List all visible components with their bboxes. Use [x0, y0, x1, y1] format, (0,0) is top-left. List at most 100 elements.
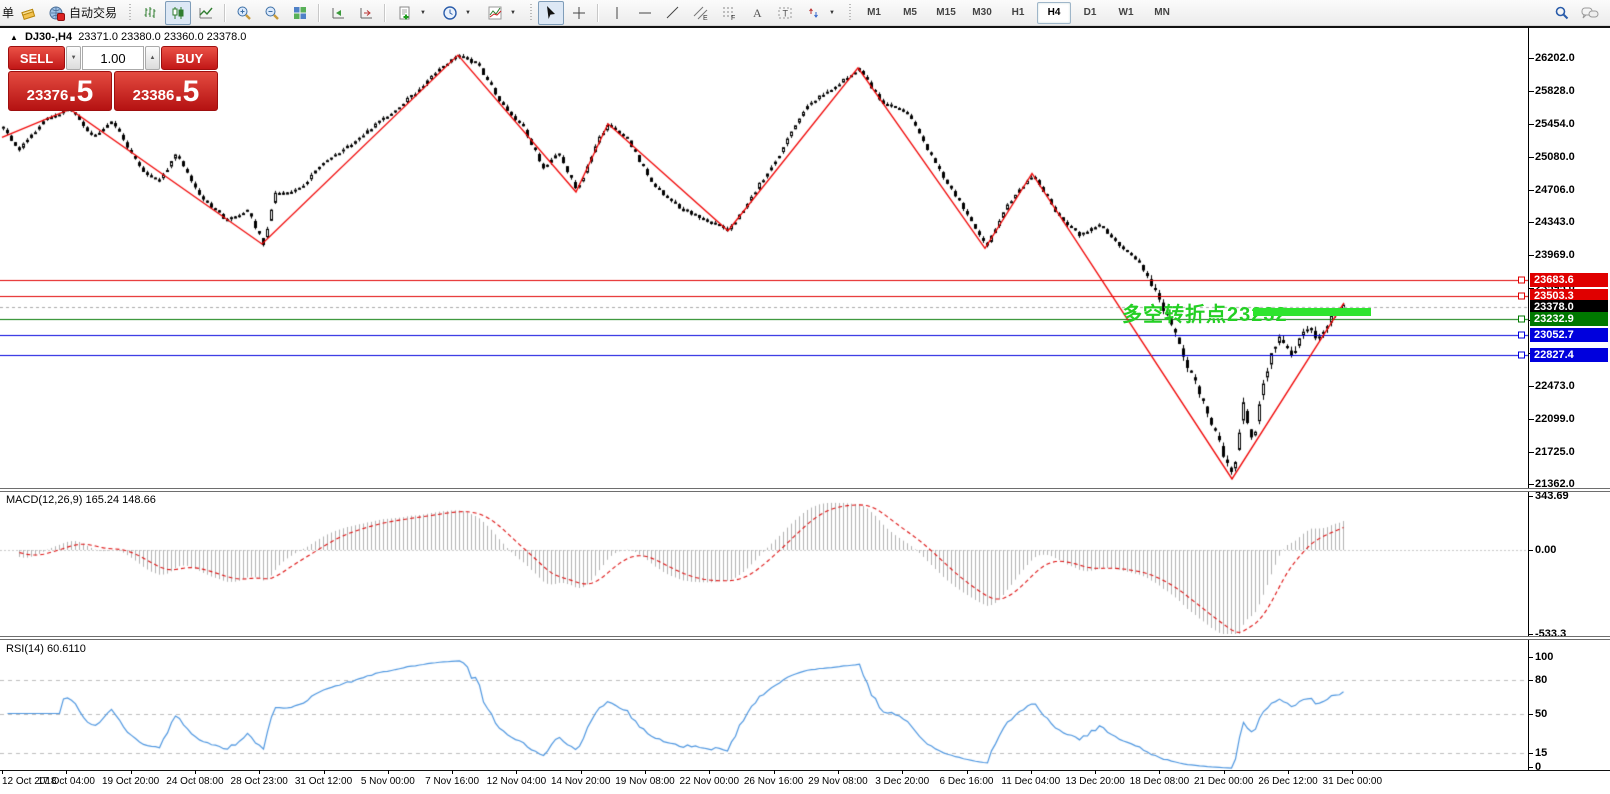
price-axis-line [1528, 28, 1529, 770]
sell-price-button[interactable]: 23376 .5 [8, 71, 112, 111]
svg-text:T: T [783, 8, 789, 18]
toolbar-grip[interactable] [848, 3, 853, 22]
buy-price-button[interactable]: 23386 .5 [114, 71, 218, 111]
svg-text:A: A [753, 6, 762, 20]
timeframe-h4[interactable]: H4 [1037, 1, 1072, 24]
pivot-annotation-text[interactable]: 多空转折点23232 [1122, 304, 1288, 326]
timeframe-mn[interactable]: MN [1154, 7, 1170, 18]
price-tick-mark [1528, 254, 1534, 256]
sell-price-pips: .5 [68, 75, 94, 108]
time-tick-label: 14 Nov 20:00 [550, 776, 611, 787]
timeframe-d1[interactable]: D1 [1083, 7, 1097, 18]
main-chart-canvas[interactable] [0, 28, 1528, 488]
zoom-out-button[interactable] [259, 1, 285, 25]
tile-windows-button[interactable] [287, 1, 313, 25]
timeframe-m15[interactable]: M15 [936, 7, 956, 18]
timeframe-m1[interactable]: M1 [867, 7, 881, 18]
toolbar-separator [384, 3, 387, 22]
timeframe-m5[interactable]: M5 [903, 7, 917, 18]
rsi-tick-label: 0 [1535, 761, 1542, 773]
buy-price-main: 23386 [132, 87, 175, 104]
price-tick-label: 25828.0 [1535, 84, 1575, 97]
new-order-caret-icon[interactable]: ▼ [420, 9, 426, 16]
time-tick-mark [194, 770, 196, 774]
cursor-button[interactable] [538, 0, 565, 25]
toolbar-grip[interactable] [529, 3, 534, 22]
time-tick-mark [516, 770, 518, 774]
trade-book-icon[interactable] [15, 1, 41, 25]
chart-title: ▲ DJ30-,H4 23371.0 23380.0 23360.0 23378… [10, 31, 246, 43]
pane-separator-macd[interactable] [0, 488, 1610, 492]
timeframe-h1[interactable]: H1 [1011, 7, 1025, 18]
time-tick-mark [580, 770, 582, 774]
partial-order-button[interactable]: 单 [2, 6, 15, 20]
trendline-button[interactable] [660, 1, 686, 25]
chat-icon[interactable] [1577, 1, 1603, 25]
sell-button[interactable]: SELL [8, 46, 66, 70]
crosshair-button[interactable] [566, 1, 592, 25]
toolbar-separator [224, 3, 227, 22]
timeframe-w1[interactable]: W1 [1118, 7, 1134, 18]
autotrade-button[interactable]: 自动交易 [43, 1, 123, 25]
time-tick-mark [323, 770, 325, 774]
time-tick-label: 21 Dec 00:00 [1193, 776, 1254, 787]
toolbar-grip[interactable] [128, 3, 133, 22]
fibonacci-button[interactable]: F [716, 1, 742, 25]
period-clock-button[interactable]: ▼ [436, 1, 479, 25]
macd-label: MACD(12,26,9) 165.24 148.66 [6, 494, 156, 506]
chart-shift-button[interactable] [353, 1, 379, 25]
bar-chart-button[interactable] [137, 1, 163, 25]
time-tick-label: 7 Nov 16:00 [425, 776, 480, 787]
price-tag: 23232.9 [1530, 312, 1608, 327]
volume-input[interactable] [82, 46, 144, 70]
equidistant-channel-button[interactable]: E [688, 1, 714, 25]
level-end-marker[interactable] [1518, 276, 1525, 284]
rsi-tick-mark [1528, 753, 1533, 754]
time-tick-label: 19 Nov 08:00 [615, 776, 675, 787]
pane-separator-rsi[interactable] [0, 636, 1610, 640]
price-tick-label: 25454.0 [1535, 117, 1575, 130]
level-end-marker[interactable] [1518, 315, 1525, 323]
indicators-caret-icon[interactable]: ▼ [510, 9, 516, 16]
period-caret-icon[interactable]: ▼ [465, 9, 471, 16]
time-tick-label: 19 Oct 20:00 [101, 776, 160, 787]
rsi-canvas[interactable] [0, 640, 1528, 770]
indicators-button[interactable]: ▼ [481, 1, 524, 25]
channel-E-glyph: E [703, 15, 708, 21]
pivot-highlight-bar[interactable] [1253, 308, 1371, 316]
macd-tick-mark [1528, 633, 1533, 635]
volume-decrement-button[interactable]: ▼ [66, 46, 81, 70]
timeframe-m30[interactable]: M30 [972, 7, 992, 18]
auto-scroll-button[interactable] [325, 1, 351, 25]
line-chart-button[interactable] [193, 1, 219, 25]
time-tick-label: 12 Nov 04:00 [486, 776, 547, 787]
price-tick-label: 24706.0 [1535, 183, 1575, 196]
text-button[interactable]: A [744, 1, 770, 25]
search-icon[interactable] [1549, 1, 1575, 25]
level-end-marker[interactable] [1518, 331, 1525, 339]
one-click-trading-panel: SELL ▼ ▲ BUY 23376 .5 23386 .5 [8, 46, 218, 111]
arrows-button[interactable]: ▼ [800, 1, 843, 25]
level-end-marker[interactable] [1518, 351, 1525, 359]
zoom-in-button[interactable] [231, 1, 257, 25]
time-tick-mark [1223, 770, 1225, 774]
rsi-tick-mark [1528, 767, 1533, 768]
vertical-line-button[interactable] [604, 1, 630, 25]
buy-button[interactable]: BUY [160, 46, 218, 70]
level-end-marker[interactable] [1518, 292, 1525, 300]
arrows-caret-icon[interactable]: ▼ [829, 9, 835, 16]
time-tick-mark [645, 770, 646, 774]
time-tick-label: 6 Dec 16:00 [939, 776, 994, 787]
price-tag: 23503.3 [1530, 288, 1608, 303]
candlestick-chart-button[interactable] [165, 0, 192, 25]
text-label-button[interactable]: T [772, 1, 798, 25]
time-tick-label: 17 Oct 04:00 [37, 776, 95, 787]
horizontal-line-button[interactable] [632, 1, 658, 25]
time-tick-mark [66, 770, 68, 774]
volume-increment-button[interactable]: ▲ [145, 46, 160, 70]
price-tick-mark [1528, 452, 1534, 454]
macd-canvas[interactable] [0, 492, 1528, 636]
collapse-icon[interactable]: ▲ [10, 33, 18, 42]
new-order-button[interactable]: ▼ [391, 1, 434, 25]
fibo-F-glyph: F [731, 15, 735, 21]
